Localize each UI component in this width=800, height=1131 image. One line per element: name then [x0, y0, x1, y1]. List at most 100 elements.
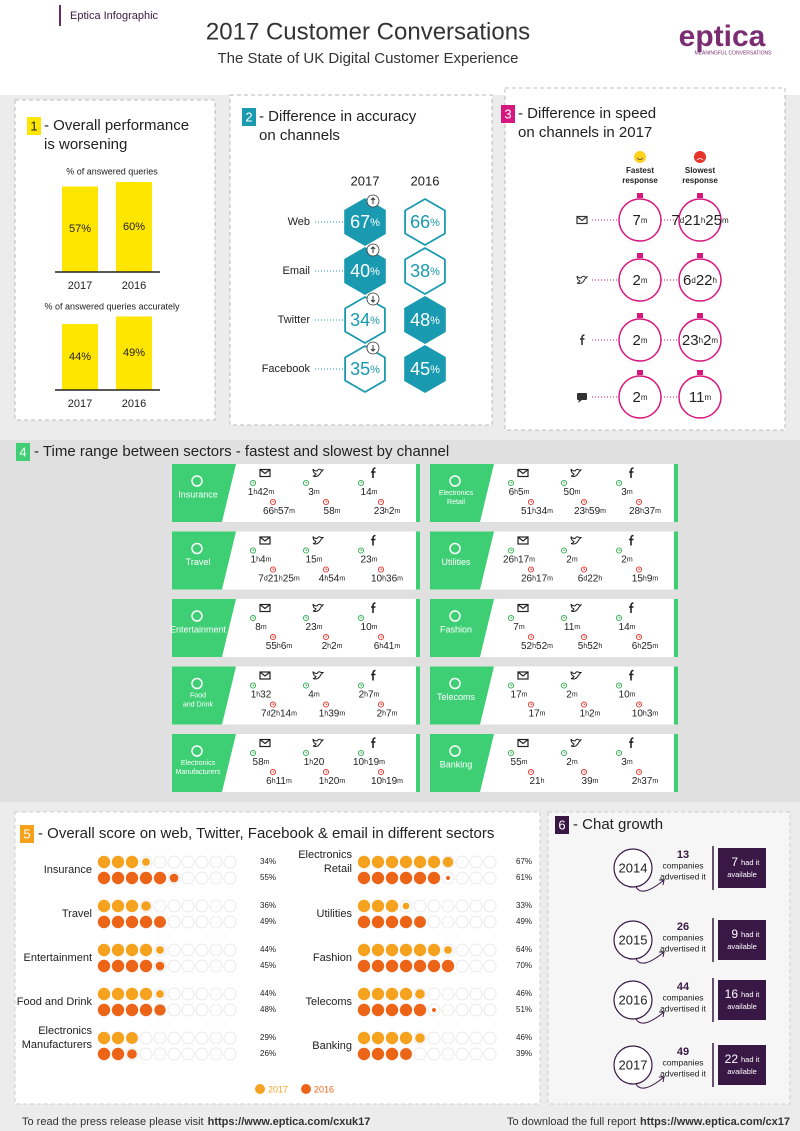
score-dot-empty	[209, 899, 223, 913]
score-dots	[357, 1047, 497, 1061]
section-title: - Overall performance	[44, 117, 189, 134]
score-dot-partial	[155, 961, 165, 971]
time-part: 10	[632, 708, 644, 719]
clock-hand	[272, 703, 275, 705]
clock-hand	[380, 703, 383, 705]
time-part: h	[583, 643, 587, 650]
accuracy-value: 34%	[350, 310, 380, 330]
clock-hand	[638, 568, 641, 570]
score-dot-empty	[427, 899, 441, 913]
time-part: h	[382, 778, 386, 785]
clock-hand	[325, 703, 328, 705]
score-dot-empty	[469, 915, 483, 929]
score-dot-empty	[483, 943, 497, 957]
sector-card-edge	[674, 464, 678, 522]
clock-icon	[302, 749, 310, 757]
score-dot-empty	[223, 871, 237, 885]
time-value: 23h59m	[574, 506, 606, 517]
sector-card-edge	[416, 734, 420, 792]
score-dot-empty	[455, 871, 469, 885]
clock-icon	[635, 633, 643, 641]
score-dot-empty	[209, 1003, 223, 1017]
time-part: 6	[683, 272, 691, 289]
score-dot-partial	[154, 1004, 166, 1016]
advertised-text: advertised it	[660, 1068, 706, 1078]
time-part: 23	[361, 554, 373, 565]
footer-link[interactable]: https://www.eptica.com/cx17	[640, 1116, 790, 1128]
score-label: 64%	[516, 945, 532, 954]
time-part: m	[540, 710, 546, 717]
clock-hand	[583, 770, 586, 773]
sector-name: Fashion	[313, 952, 352, 964]
time-value: 2m	[566, 554, 578, 565]
score-dot-empty	[181, 1047, 195, 1061]
score-dot	[111, 855, 125, 869]
clock-icon	[527, 768, 535, 776]
clock-hand	[530, 703, 533, 705]
accuracy-unit: %	[370, 266, 380, 278]
email-icon	[259, 603, 271, 613]
sector-name: Utilities	[441, 557, 471, 567]
available-text: available	[727, 942, 757, 951]
score-dot-empty	[399, 1047, 413, 1061]
accuracy-unit: %	[370, 315, 380, 327]
legend-label: 2017	[268, 1084, 288, 1094]
time-value: 58m	[324, 506, 341, 517]
clock-icon	[615, 749, 623, 757]
clock-icon	[377, 566, 385, 573]
clock-icon	[322, 498, 330, 506]
time-part: d	[264, 575, 268, 582]
time-part: 36	[386, 573, 398, 584]
available-count: 7	[731, 855, 738, 869]
time-value: 15h9m	[632, 573, 659, 584]
time-part: 7	[632, 212, 640, 229]
time-part: 54	[328, 573, 340, 584]
sector-card-tab	[172, 599, 236, 657]
clock-icon	[615, 479, 623, 487]
score-dot-empty	[469, 959, 483, 973]
time-part: m	[630, 624, 636, 631]
score-dot	[371, 1031, 385, 1045]
time-part: m	[337, 643, 343, 650]
score-label: 44%	[260, 945, 276, 954]
score-dot	[399, 1003, 413, 1017]
score-label: 46%	[516, 1033, 532, 1042]
score-dot-empty	[223, 1047, 237, 1061]
score-dot-empty	[469, 1031, 483, 1045]
sector-card-tab	[172, 464, 236, 522]
twitter-icon	[570, 468, 583, 477]
time-value: 17m	[529, 708, 546, 719]
speed-header: Fastest	[626, 166, 654, 175]
year-circle	[613, 848, 653, 888]
score-dot-empty	[455, 943, 469, 957]
sector-card-tab	[172, 531, 236, 590]
footer-right: To download the full report https://www.e…	[507, 1116, 790, 1128]
time-part: m	[286, 778, 292, 785]
score-dot-empty	[441, 899, 455, 913]
time-part: h	[699, 336, 703, 345]
score-dot-empty	[455, 899, 469, 913]
time-part: m	[627, 759, 633, 766]
email-icon	[517, 671, 529, 680]
score-dot	[385, 959, 399, 973]
chart-label: % of answered queries accurately	[44, 301, 180, 311]
time-part: m	[595, 710, 601, 717]
score-dot	[371, 1047, 385, 1061]
email-icon	[259, 738, 271, 748]
time-part: m	[261, 624, 267, 631]
time-part: 5	[578, 641, 584, 652]
score-dot-empty	[153, 899, 167, 913]
score-dot	[441, 959, 455, 973]
score-dot	[385, 855, 399, 869]
footer-link[interactable]: https://www.eptica.com/cxuk17	[208, 1116, 371, 1128]
time-value: 1h20	[304, 757, 325, 768]
time-part: 50	[564, 487, 576, 498]
accuracy-unit: %	[370, 217, 380, 229]
email-icon-flap	[259, 604, 271, 610]
time-part: m	[627, 556, 633, 563]
time-part: m	[379, 759, 385, 766]
clock-icon	[377, 633, 385, 641]
clock-icon	[322, 701, 330, 708]
section-title: - Chat growth	[573, 816, 663, 833]
score-dot-partial	[415, 989, 425, 999]
